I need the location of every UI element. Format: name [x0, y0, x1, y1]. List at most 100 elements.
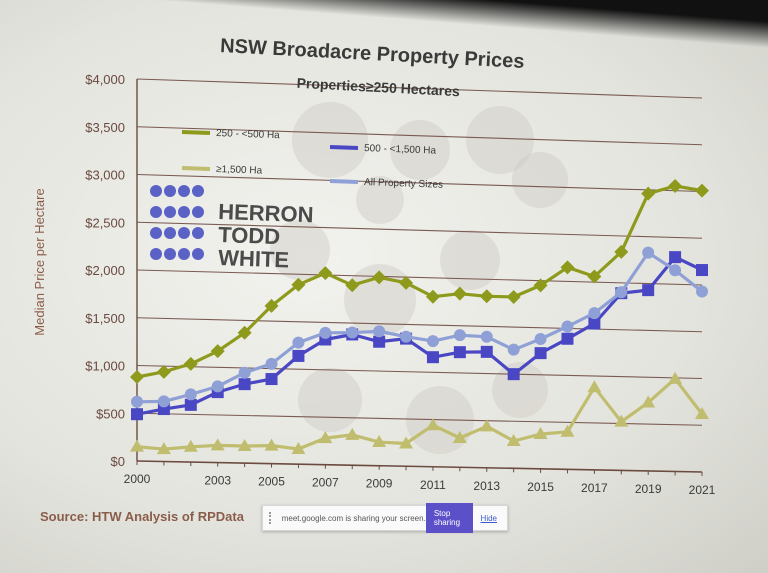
data-point	[669, 251, 682, 264]
series-group	[131, 246, 708, 408]
grid-line	[136, 269, 703, 286]
data-point	[399, 275, 414, 290]
data-point	[237, 325, 252, 340]
logo-dot	[150, 185, 162, 197]
data-point	[642, 246, 655, 259]
data-point	[210, 344, 225, 359]
data-point	[264, 298, 279, 313]
data-point	[318, 431, 333, 444]
data-point	[291, 441, 306, 454]
data-point	[130, 369, 144, 384]
x-tick-label: 2017	[581, 481, 608, 495]
data-point	[238, 378, 251, 391]
data-point	[400, 330, 413, 343]
data-point	[426, 335, 439, 348]
series-line	[136, 184, 703, 379]
data-point	[506, 289, 521, 304]
data-point	[130, 439, 144, 452]
data-point	[211, 380, 224, 393]
data-point	[426, 351, 439, 364]
data-point	[669, 264, 682, 277]
drag-handle-icon[interactable]	[269, 512, 274, 524]
logo-line-2: TODD	[218, 222, 281, 249]
logo-dot	[178, 227, 190, 239]
data-point	[373, 335, 386, 348]
data-point	[156, 364, 171, 379]
data-point	[641, 186, 656, 201]
x-tick-label: 2013	[473, 479, 500, 493]
legend-swatch	[329, 179, 359, 184]
data-point	[425, 289, 440, 304]
data-point	[614, 244, 629, 259]
stop-sharing-button[interactable]: Stop sharing	[425, 503, 473, 533]
logo-dot	[164, 185, 176, 197]
data-point	[453, 346, 466, 359]
data-point	[265, 373, 278, 386]
data-point	[346, 326, 359, 339]
legend-label: All Property Sizes	[364, 177, 443, 191]
data-point	[642, 284, 655, 297]
data-point	[533, 278, 548, 293]
data-point	[265, 357, 278, 370]
logo-dot	[164, 227, 176, 239]
grid-line	[136, 126, 703, 146]
data-point	[615, 286, 628, 299]
data-point	[372, 435, 387, 448]
y-tick-label: $1,500	[85, 311, 125, 326]
data-point	[480, 330, 493, 343]
series-group	[130, 179, 709, 384]
y-tick-label: $2,000	[85, 263, 125, 278]
logo-dot	[150, 206, 162, 218]
data-point	[319, 326, 332, 339]
data-point	[373, 325, 386, 338]
y-tick-label: $0	[111, 454, 125, 469]
watermark-blob	[492, 362, 548, 418]
chart-legend: 250 - <500 Ha 500 - <1,500 Ha ≥1,500 Ha All…	[181, 128, 443, 191]
y-tick-label: $3,500	[85, 120, 125, 135]
data-point	[238, 366, 251, 379]
data-point	[479, 289, 494, 304]
data-point	[695, 183, 709, 198]
data-point	[184, 388, 197, 401]
source-note: Source: HTW Analysis of RPData	[40, 509, 245, 524]
watermark-blob	[298, 368, 362, 432]
series-group	[131, 251, 708, 421]
data-point	[345, 427, 360, 440]
hide-link[interactable]: Hide	[480, 513, 497, 523]
data-point	[292, 336, 305, 349]
logo-dot	[192, 206, 204, 218]
y-tick-label: $3,000	[85, 168, 125, 183]
series-layer	[130, 179, 709, 455]
watermark-blob	[440, 230, 500, 290]
data-point	[533, 427, 548, 440]
logo-line-3: WHITE	[218, 245, 290, 272]
legend-label: 500 - <1,500 Ha	[364, 143, 437, 157]
data-point	[237, 438, 252, 451]
data-point	[183, 356, 198, 371]
data-point	[507, 343, 520, 356]
data-point	[560, 424, 575, 437]
htw-logo-mark	[150, 185, 204, 260]
data-point	[425, 418, 440, 431]
data-point	[452, 431, 467, 444]
data-point	[587, 269, 602, 284]
data-point	[506, 434, 521, 447]
data-point	[210, 438, 225, 451]
watermark-blob	[270, 220, 330, 280]
data-point	[561, 332, 574, 345]
grid-line	[136, 460, 703, 473]
grid-line	[136, 412, 703, 426]
x-axis-ticks: 2000 2003 2005 2007 2009 2011 2013 2015 2017 2019…	[124, 461, 716, 497]
data-point	[480, 345, 493, 358]
data-point	[291, 277, 306, 292]
x-tick-label: 2009	[366, 477, 393, 491]
data-point	[372, 270, 387, 285]
data-point	[399, 436, 414, 449]
data-point	[345, 278, 360, 293]
series-line	[136, 251, 703, 404]
logo-dot	[150, 227, 162, 239]
x-tick-label: 2011	[420, 478, 446, 492]
x-tick-label: 2019	[635, 482, 662, 496]
series-line	[136, 377, 704, 451]
y-axis-ticks: $0 $500 $1,000 $1,500 $2,000 $2,500 $3,000 $3,5…	[85, 72, 125, 469]
